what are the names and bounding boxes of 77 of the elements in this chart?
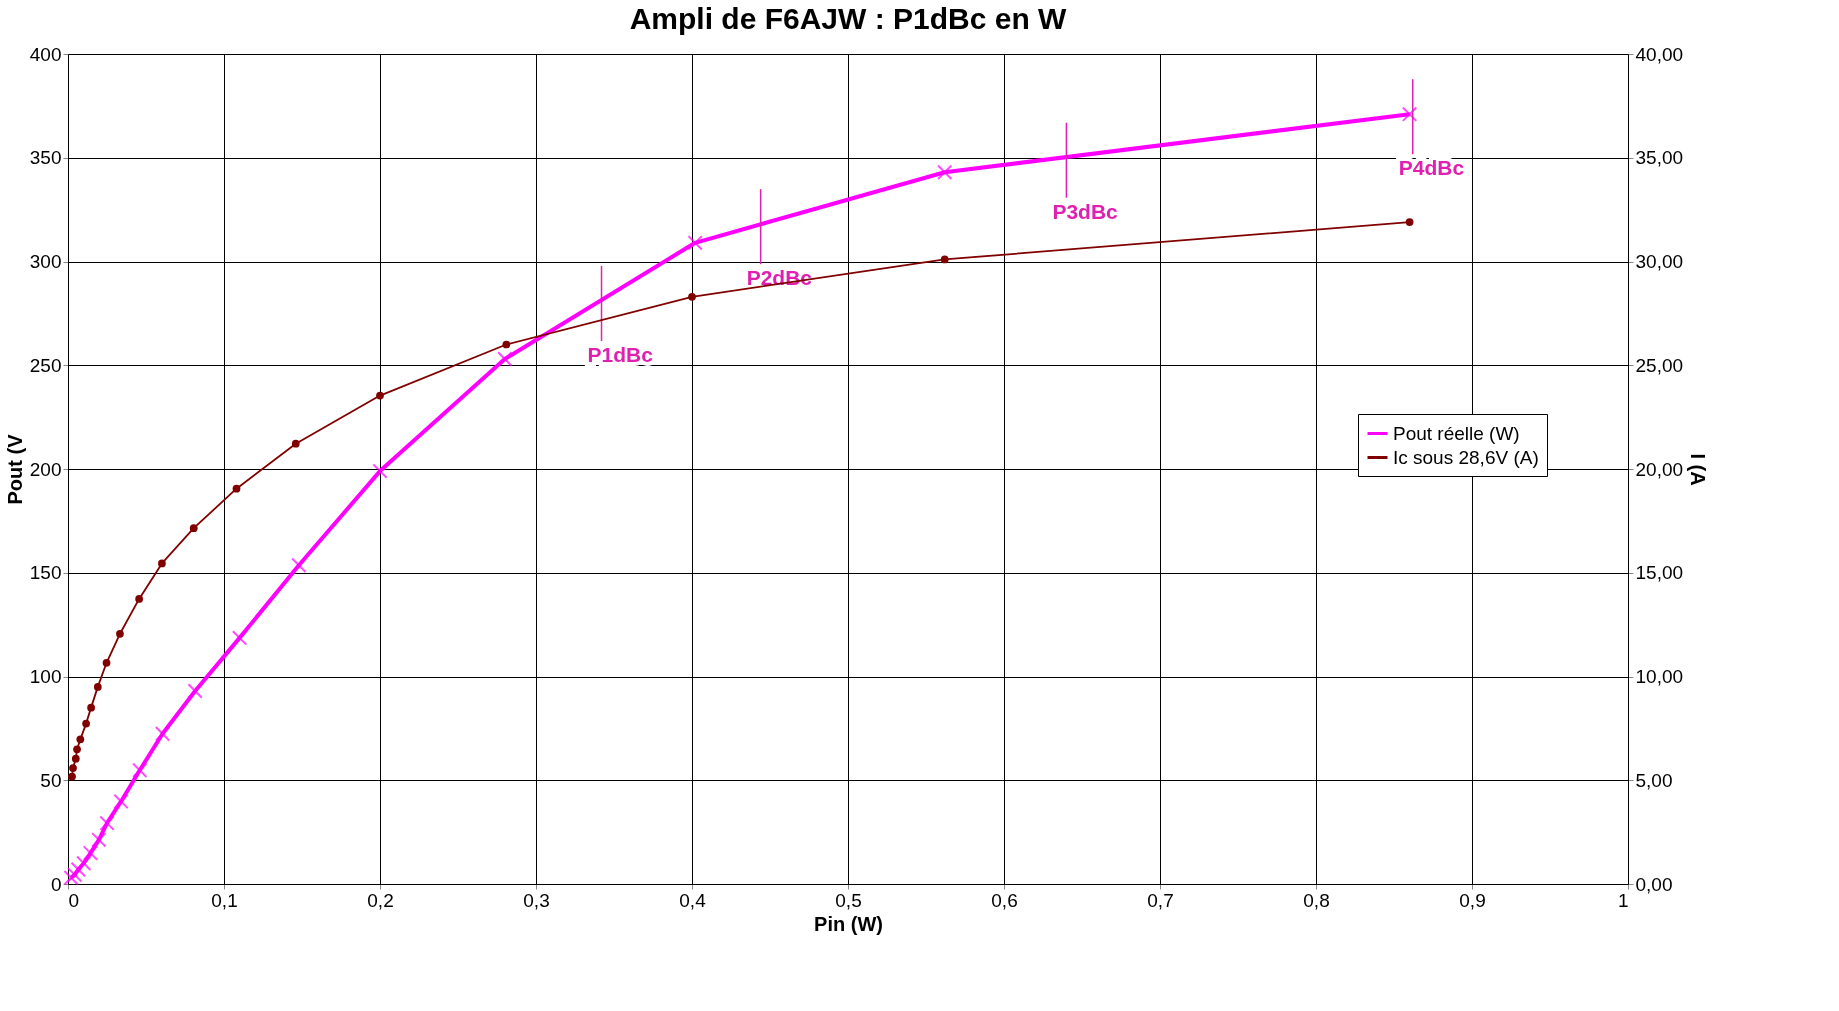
y2-tick-label: 35,00 [1635,147,1684,169]
point [687,235,703,251]
point [76,855,92,871]
y2-tick-label: 0,00 [1635,873,1673,895]
y2-tick-label: 40,00 [1635,43,1684,65]
point [102,658,111,667]
point [91,832,107,848]
y-tick-label: 300 [29,251,62,272]
y-tick-label: 200 [29,458,62,480]
chart-title: Ampli de F6AJW : P1dBc en W [629,2,1068,35]
point [68,772,76,781]
point [87,703,95,712]
point [158,559,166,568]
point [116,629,124,638]
point [937,164,953,180]
annotation: P4dBc [1398,156,1465,180]
x-tick-label: 1 [1617,889,1629,911]
y2-tick-label: 25,00 [1635,354,1684,376]
x-tick-label: 0,1 [211,889,238,911]
point [940,255,949,264]
point [291,439,300,448]
point [82,719,90,728]
y2-tick-label: 5,00 [1635,769,1673,791]
point [76,735,85,744]
annotation: P1dBc [587,342,654,366]
x-tick-label: 0,7 [1147,889,1174,911]
point [113,793,129,810]
y2-tick-label: 30,00 [1635,251,1684,272]
point [187,683,203,699]
y-tick-label: 400 [29,43,62,65]
x-tick-label: 0,2 [367,889,394,911]
y2-tick-label: 10,00 [1635,666,1684,687]
point [63,870,79,886]
x-tick-label: 0,3 [523,889,550,911]
point [291,557,307,573]
point [73,745,81,754]
x-tick-label: 0,6 [991,889,1018,911]
point [502,340,511,349]
point [232,484,241,493]
x-tick-label: 0,9 [1459,889,1486,911]
point [372,463,388,479]
x-tick-label: 0,5 [835,889,862,911]
point [67,867,83,883]
y-tick-label: 100 [29,666,62,687]
y-axis-title: Pout (V [3,433,26,505]
point [688,292,696,301]
point [497,351,513,367]
x-tick-label: 0 [68,889,80,911]
legend-label: Ic sous 28,6V (A) [1393,446,1539,468]
point [135,595,144,603]
point [1405,218,1414,226]
y-tick-label: 350 [29,147,62,169]
y2-axis-title: I (A [1687,453,1710,486]
y2-tick-label: 15,00 [1635,562,1684,584]
y-tick-label: 150 [29,562,62,584]
point [231,630,248,646]
point [1401,106,1418,122]
y-tick-label: 50 [40,769,62,791]
point [154,726,171,742]
annotation: P2dBc [746,266,813,290]
point [132,762,148,778]
point [93,683,102,691]
annotation: P3dBc [1052,199,1119,223]
point [82,845,99,861]
point [189,524,198,532]
point [69,764,77,772]
point [71,754,80,763]
y2-tick-label: 20,00 [1635,458,1684,480]
point [70,861,86,878]
y-tick-label: 0 [50,873,62,895]
x-tick-label: 0,4 [679,889,707,911]
x-tick-label: 0,8 [1303,889,1330,911]
y-tick-label: 250 [29,354,62,376]
point [99,815,115,831]
legend-label: Pout réelle (W) [1393,422,1520,444]
point [376,391,384,400]
x-axis-title: Pin (W) [814,912,883,935]
